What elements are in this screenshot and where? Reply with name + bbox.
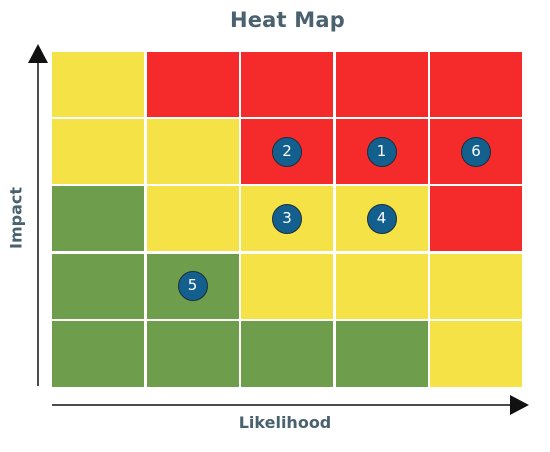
risk-marker[interactable]: 5 xyxy=(177,271,208,302)
heat-cell-r0-c0 xyxy=(52,52,144,117)
heat-cell-r4-c1 xyxy=(146,320,239,387)
y-axis-label: Impact xyxy=(6,186,26,250)
heat-cell-r2-c4 xyxy=(430,186,522,252)
heat-map-grid: 2 1 6 3 4 5 xyxy=(52,52,522,387)
heat-cell-r2-c3: 4 xyxy=(335,186,428,252)
heat-cell-r3-c3 xyxy=(335,253,428,319)
heat-cell-r1-c0 xyxy=(52,119,144,185)
heat-cell-r4-c4 xyxy=(430,320,522,387)
heat-cell-r3-c1: 5 xyxy=(146,253,239,319)
y-axis xyxy=(28,44,48,386)
chart-title: Heat Map xyxy=(229,8,346,32)
heat-cell-r4-c3 xyxy=(335,320,428,387)
heat-cell-r1-c1 xyxy=(146,119,239,185)
x-axis xyxy=(52,395,529,415)
heat-cell-r3-c2 xyxy=(241,253,333,319)
heat-cell-r2-c1 xyxy=(146,186,239,252)
risk-marker[interactable]: 3 xyxy=(272,203,302,234)
risk-marker[interactable]: 1 xyxy=(366,136,397,167)
x-axis-label: Likelihood xyxy=(238,413,332,432)
heat-cell-r1-c2: 2 xyxy=(241,119,333,185)
risk-marker[interactable]: 4 xyxy=(366,203,397,234)
heat-cell-r3-c0 xyxy=(52,253,144,319)
heat-cell-r2-c0 xyxy=(52,186,144,252)
x-axis-arrow-icon xyxy=(510,395,529,415)
heat-cell-r3-c4 xyxy=(430,253,522,319)
risk-marker[interactable]: 6 xyxy=(461,136,491,167)
heat-cell-r4-c0 xyxy=(52,320,144,387)
y-axis-arrow-icon xyxy=(28,44,48,63)
heat-cell-r4-c2 xyxy=(241,320,333,387)
heat-cell-r1-c3: 1 xyxy=(335,119,428,185)
heat-cell-r0-c4 xyxy=(430,52,522,117)
heat-cell-r0-c1 xyxy=(146,52,239,117)
heat-cell-r1-c4: 6 xyxy=(430,119,522,185)
risk-marker[interactable]: 2 xyxy=(272,136,302,167)
heat-cell-r0-c3 xyxy=(335,52,428,117)
heat-cell-r2-c2: 3 xyxy=(241,186,333,252)
heat-cell-r0-c2 xyxy=(241,52,333,117)
